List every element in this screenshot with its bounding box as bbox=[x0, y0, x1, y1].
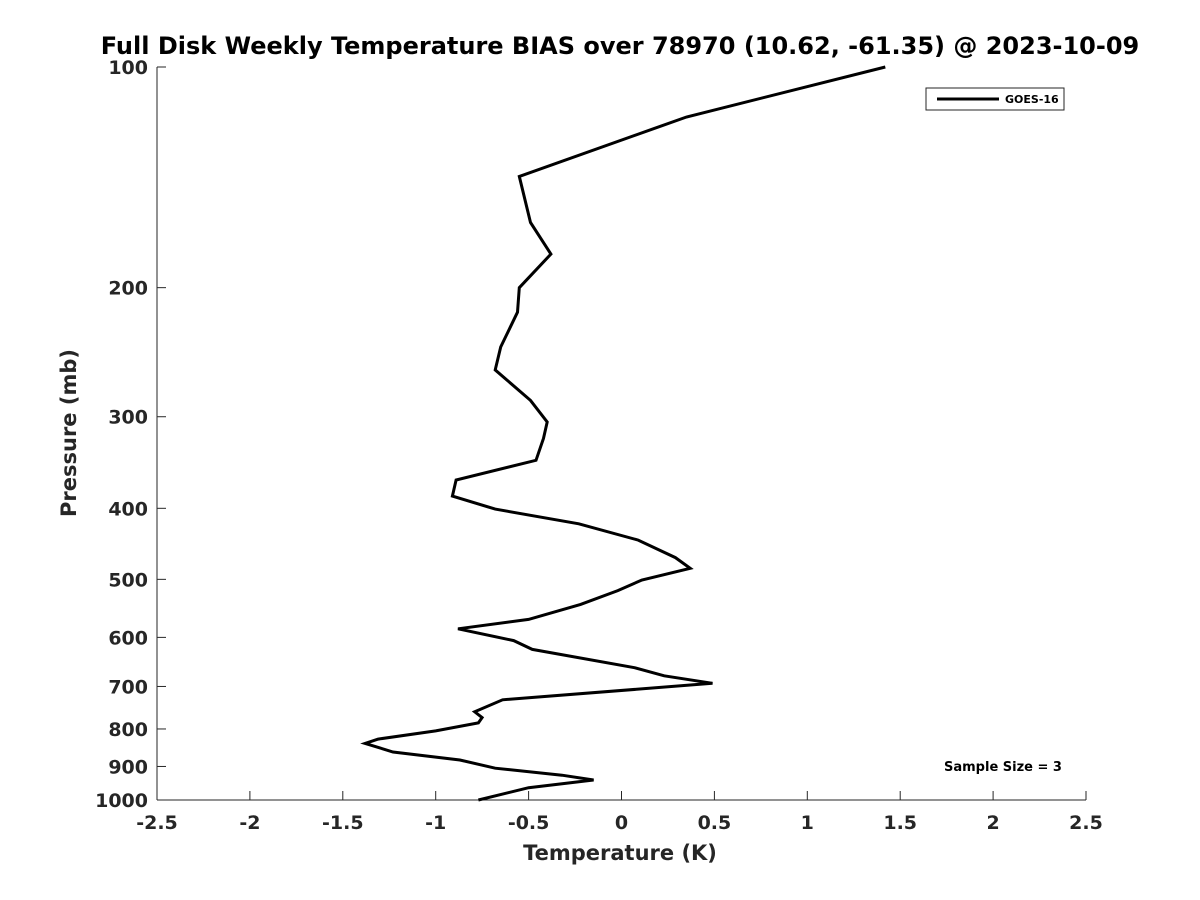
chart-title: Full Disk Weekly Temperature BIAS over 7… bbox=[101, 32, 1140, 60]
sample-size-annotation: Sample Size = 3 bbox=[944, 760, 1062, 775]
x-tick-label: 0 bbox=[615, 812, 628, 834]
y-axis-label: Pressure (mb) bbox=[57, 349, 81, 517]
x-tick-label: -1 bbox=[425, 812, 446, 834]
legend: GOES-16 bbox=[925, 87, 1065, 111]
x-tick-label: 1 bbox=[801, 812, 814, 834]
x-tick-label: 2 bbox=[986, 812, 999, 834]
plot-area: -2.5 -2 -1.5 -1 -0.5 0 0.5 1 1.5 2 2.5 100 200 300 400… bbox=[95, 57, 1103, 834]
x-tick-label: 0.5 bbox=[698, 812, 732, 834]
y-tick-label: 700 bbox=[108, 676, 148, 698]
x-tick-label: -2 bbox=[239, 812, 260, 834]
x-tick-label: -1.5 bbox=[322, 812, 364, 834]
y-tick-label: 200 bbox=[108, 278, 148, 300]
x-tick-label: -2.5 bbox=[136, 812, 178, 834]
y-tick-label: 100 bbox=[108, 57, 148, 79]
y-tick-label: 900 bbox=[108, 756, 148, 778]
x-tick-label: 1.5 bbox=[883, 812, 917, 834]
y-tick-label: 1000 bbox=[95, 790, 148, 812]
y-tick-label: 400 bbox=[108, 498, 148, 520]
x-tick-label: 2.5 bbox=[1069, 812, 1103, 834]
legend-label-goes-16: GOES-16 bbox=[1005, 93, 1059, 106]
y-tick-label: 800 bbox=[108, 719, 148, 741]
series-line-goes-16 bbox=[360, 65, 886, 802]
x-tick-label: -0.5 bbox=[508, 812, 550, 834]
y-tick-label: 300 bbox=[108, 407, 148, 429]
y-tick-label: 600 bbox=[108, 627, 148, 649]
x-axis-label: Temperature (K) bbox=[523, 841, 717, 865]
y-tick-label: 500 bbox=[108, 569, 148, 591]
